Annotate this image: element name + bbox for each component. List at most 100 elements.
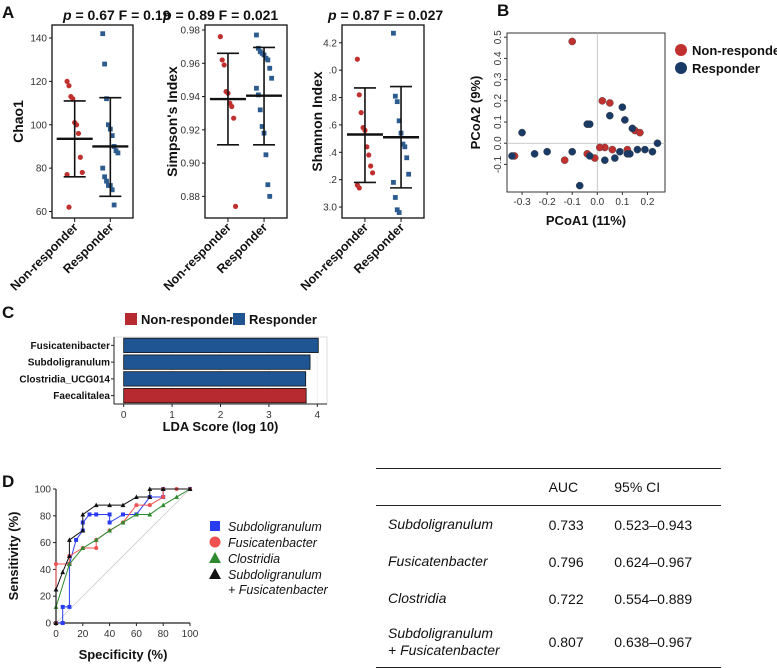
- roc-point: [74, 537, 79, 542]
- pcoa-point: [560, 156, 569, 164]
- table-cell-name: Clostridia: [388, 590, 447, 606]
- pcoa-point: [636, 128, 644, 137]
- roc-point: [147, 511, 153, 517]
- roc-point: [67, 561, 72, 567]
- table-row: Fusicatenbacter 0.796 0.624–0.967: [376, 543, 721, 580]
- data-point: [396, 210, 402, 215]
- legend-marker: [210, 521, 220, 531]
- data-point: [255, 45, 261, 51]
- pcoa-point: [621, 116, 629, 124]
- legend-marker: [675, 62, 687, 74]
- pcoa-point: [608, 145, 617, 154]
- x-tick-label: -0.3: [513, 197, 531, 208]
- data-point: [66, 204, 72, 210]
- data-point: [396, 118, 402, 124]
- pcoa-plot: -0.3 -0.2 -0.1 0.0 0.1 0.2 -0.1 0.0 0.1 0.2 0.3 0.4…: [468, 30, 777, 228]
- roc-point: [134, 503, 139, 508]
- legend-swatch: [233, 313, 245, 325]
- y-tick-label: .4: [329, 148, 338, 159]
- x-tick-label: -0.1: [564, 197, 582, 208]
- x-tick-label: 0.2: [640, 197, 654, 208]
- lda-category-label: Subdoligranulum: [28, 358, 110, 369]
- roc-point: [160, 502, 166, 508]
- stat-title: p = 0.67 F = 0.19: [62, 7, 171, 23]
- roc-point: [87, 512, 92, 517]
- shannon-plot: p = 0.87 F = 0.027 Shannon Index 3.0 .2 .4 .6…: [298, 7, 444, 293]
- data-point: [391, 30, 396, 36]
- roc-point: [60, 604, 65, 609]
- chao1-plot: p = 0.67 F = 0.19Chao16080100120140Non-r…: [8, 7, 171, 293]
- data-point: [358, 110, 364, 116]
- legend-swatch: [125, 313, 137, 325]
- table-header-name: [376, 468, 537, 506]
- data-point: [356, 185, 362, 191]
- data-point: [400, 141, 406, 147]
- lda-bar: [123, 354, 311, 370]
- data-point: [221, 62, 227, 68]
- pcoa-point: [633, 145, 642, 154]
- x-tick-label: 0.1: [615, 197, 629, 208]
- legend-label: Non-responder: [692, 43, 777, 58]
- pcoa-point: [575, 181, 584, 190]
- roc-point: [53, 620, 59, 625]
- roc-point: [93, 502, 99, 508]
- legend-marker: [209, 552, 221, 563]
- x-tick-label: 100: [182, 629, 199, 640]
- roc-point: [93, 537, 99, 542]
- table-cell-name-line2: + Fusicatenbacter: [388, 642, 500, 658]
- data-point: [392, 93, 398, 99]
- lda-bar: [123, 337, 319, 353]
- data-point: [219, 57, 225, 63]
- roc-point: [147, 486, 153, 491]
- stat-title-p: p: [162, 7, 172, 23]
- legend-label: Responder: [249, 312, 317, 327]
- data-point: [229, 103, 235, 110]
- roc-point: [60, 621, 65, 625]
- table-cell-auc: 0.733: [548, 516, 584, 533]
- table-cell-auc: 0.796: [548, 553, 584, 570]
- data-point: [102, 174, 108, 180]
- pcoa-point: [626, 150, 634, 158]
- roc-curve: [55, 488, 191, 623]
- data-point: [64, 172, 70, 178]
- data-point: [70, 96, 76, 102]
- x-tick-label: 0: [53, 629, 59, 640]
- roc-point: [80, 545, 86, 550]
- data-point: [267, 193, 273, 199]
- data-point: [257, 107, 263, 113]
- data-point: [265, 57, 271, 63]
- roc-point: [134, 511, 139, 517]
- legend-label: + Fusicatenbacter: [228, 583, 329, 597]
- x-tick-label: 60: [131, 629, 143, 640]
- x-axis-label: LDA Score (log 10): [163, 419, 279, 434]
- stat-title-values: = 0.89 F = 0.021: [172, 7, 279, 23]
- y-tick-label: 0.4: [493, 51, 504, 65]
- data-point: [75, 130, 82, 137]
- x-tick-label: 2: [218, 410, 224, 421]
- roc-point: [134, 494, 139, 500]
- y-tick-label: 0.2: [493, 93, 504, 107]
- legend-label: Non-responder: [141, 312, 234, 327]
- legend-label: Responder: [692, 61, 760, 76]
- data-point: [111, 202, 117, 208]
- data-point: [106, 122, 111, 128]
- x-tick-label: 0.0: [590, 197, 604, 208]
- y-tick-label: 0.1: [493, 115, 504, 129]
- pcoa-point: [653, 139, 662, 148]
- data-point: [406, 171, 412, 177]
- table-cell-name-line1: Subdoligranulum: [388, 625, 494, 641]
- data-point: [232, 203, 239, 209]
- data-point: [402, 144, 408, 150]
- pcoa-point: [616, 147, 624, 156]
- roc-point: [60, 569, 66, 575]
- y-axis-label: Chao1: [10, 100, 26, 143]
- y-tick-label: 0.92: [181, 125, 201, 136]
- roc-point: [161, 495, 166, 500]
- table-cell-name: Subdoligranulum + Fusicatenbacter: [376, 617, 537, 668]
- y-tick-label: 0.3: [493, 72, 504, 86]
- data-point: [267, 65, 273, 71]
- y-tick-label: 100: [30, 120, 47, 131]
- pcoa-point: [606, 111, 614, 120]
- roc-point: [147, 503, 152, 508]
